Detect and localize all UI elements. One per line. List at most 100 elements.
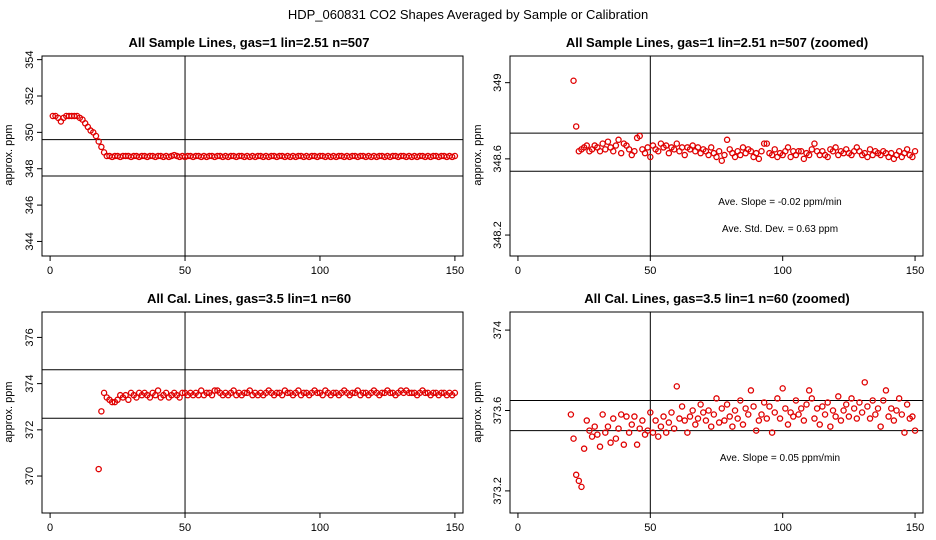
- chart-panel-sample-lines-zoomed: All Sample Lines, gas=1 lin=2.51 n=507 (…: [472, 35, 924, 277]
- data-point: [572, 471, 580, 479]
- data-point: [813, 405, 821, 412]
- data-point: [800, 155, 808, 163]
- x-tick-label: 100: [774, 265, 792, 277]
- plot-frame: [509, 55, 924, 257]
- x-tick-label: 100: [311, 265, 329, 277]
- data-point: [71, 112, 78, 120]
- data-point: [246, 387, 254, 394]
- x-tick-label: 50: [179, 522, 191, 534]
- data-point: [803, 401, 810, 408]
- data-point: [596, 147, 604, 155]
- data-point: [604, 423, 612, 430]
- data-point: [734, 415, 741, 422]
- data-point: [620, 441, 628, 448]
- data-point: [594, 431, 601, 438]
- data-point: [819, 403, 826, 410]
- data-point: [623, 413, 630, 420]
- data-point: [869, 397, 876, 404]
- data-point: [596, 443, 604, 450]
- y-tick-label: 348.2: [492, 221, 504, 249]
- data-point: [657, 423, 665, 430]
- data-point: [808, 146, 816, 153]
- x-tick-label: 0: [47, 265, 53, 277]
- data-point: [599, 140, 606, 147]
- y-axis-label: approx. ppm: [3, 381, 15, 442]
- data-point: [92, 132, 100, 140]
- data-point: [631, 147, 638, 155]
- data-point: [610, 147, 617, 155]
- y-tick-label: 374: [24, 374, 36, 392]
- data-point: [567, 411, 575, 418]
- data-point: [602, 146, 609, 153]
- data-point: [848, 395, 855, 402]
- data-point: [647, 409, 654, 416]
- y-tick-label: 349: [492, 73, 504, 91]
- data-point: [747, 147, 755, 155]
- data-point: [890, 417, 898, 424]
- data-point: [278, 391, 286, 399]
- data-point: [692, 421, 699, 428]
- x-tick-label: 100: [311, 522, 329, 534]
- data-point: [615, 136, 622, 144]
- data-point: [771, 146, 778, 153]
- y-tick-label: 374: [492, 321, 504, 339]
- data-point: [758, 147, 765, 155]
- x-tick-label: 150: [446, 265, 464, 277]
- x-tick-label: 150: [906, 522, 924, 534]
- data-point: [670, 425, 678, 432]
- data-point: [845, 413, 853, 420]
- data-point: [578, 483, 585, 491]
- y-tick-label: 373.2: [492, 477, 504, 505]
- data-point: [797, 147, 805, 155]
- data-point: [430, 389, 437, 397]
- data-point: [197, 387, 205, 394]
- data-point: [686, 413, 694, 420]
- data-point: [133, 394, 140, 401]
- data-point: [856, 399, 863, 406]
- data-point: [665, 419, 673, 426]
- data-point: [652, 417, 659, 424]
- y-tick-label: 354: [24, 50, 36, 68]
- data-point: [763, 415, 771, 422]
- data-point: [625, 429, 633, 436]
- data-point: [898, 411, 906, 418]
- data-point: [816, 421, 824, 428]
- data-point: [451, 152, 459, 160]
- data-point: [612, 142, 620, 149]
- x-tick-label: 50: [179, 265, 191, 277]
- data-point: [319, 391, 326, 399]
- data-point: [731, 153, 739, 161]
- data-point: [835, 393, 842, 400]
- data-point: [670, 146, 678, 153]
- data-point: [787, 153, 794, 161]
- data-point: [842, 401, 850, 408]
- data-point: [723, 401, 731, 408]
- data-point: [800, 417, 808, 424]
- data-point: [718, 405, 726, 412]
- data-point: [176, 394, 183, 401]
- data-point: [747, 387, 755, 394]
- data-point: [617, 149, 625, 157]
- data-point: [882, 387, 890, 394]
- y-tick-label: 372: [24, 421, 36, 439]
- plot-frame: [41, 311, 464, 514]
- data-point: [861, 379, 869, 386]
- data-point: [718, 157, 726, 165]
- data-point: [715, 147, 723, 155]
- data-point: [721, 151, 728, 159]
- data-point: [758, 411, 765, 418]
- data-point: [49, 112, 57, 120]
- data-point: [760, 140, 768, 147]
- x-tick-label: 150: [906, 265, 924, 277]
- data-point: [386, 389, 394, 397]
- data-point: [837, 417, 845, 424]
- data-point: [208, 391, 216, 399]
- data-point: [755, 155, 763, 163]
- x-tick-label: 100: [774, 522, 792, 534]
- data-point: [684, 429, 691, 436]
- data-point: [893, 407, 900, 414]
- figure-title: HDP_060831 CO2 Shapes Averaged by Sample…: [288, 7, 648, 22]
- data-point: [678, 403, 686, 410]
- data-point: [421, 389, 429, 397]
